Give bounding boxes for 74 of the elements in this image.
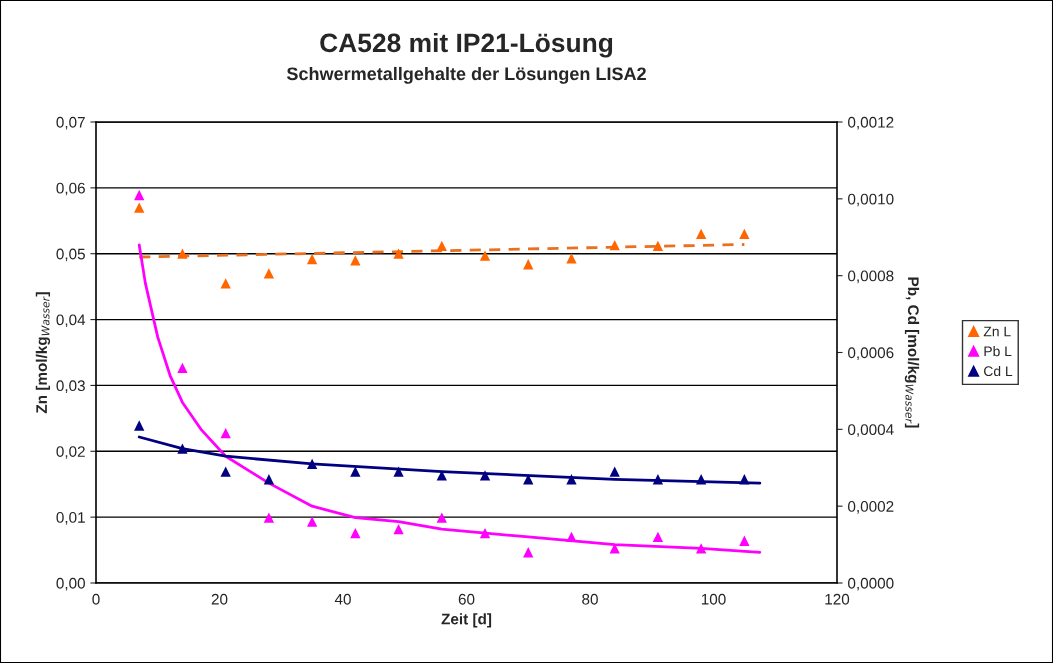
point (696, 474, 707, 485)
point (609, 240, 620, 251)
point (436, 470, 447, 481)
y2-axis-title: Pb, Cd [mol/kg$_{Wasser}$] (904, 277, 920, 428)
point (306, 458, 318, 470)
point (739, 228, 750, 240)
point (436, 512, 447, 523)
point (696, 228, 707, 240)
point (652, 240, 664, 251)
chart-title: CA528 mit IP21-Lösung (320, 32, 613, 58)
point (566, 531, 577, 543)
point (479, 470, 491, 481)
point (739, 474, 750, 485)
point (739, 535, 750, 546)
y-tick-label: 0,05 (56, 248, 85, 262)
point (306, 516, 318, 527)
y-tick-label: 0,03 (56, 380, 85, 393)
y-tick-label: 0,02 (56, 446, 85, 459)
x-tick-label: 100 (701, 593, 726, 605)
point (696, 543, 707, 554)
point (134, 202, 145, 213)
point (566, 253, 577, 264)
point (220, 278, 231, 289)
y-tick-label: 0,06 (56, 182, 85, 196)
y2-tick-label: 0,0008 (848, 270, 894, 284)
point (177, 443, 188, 454)
x-tick-label: 120 (825, 593, 850, 605)
point (479, 527, 491, 539)
y-axis-title: Zn [mol/kg$_{Wasser}$] (35, 292, 51, 414)
point (652, 474, 664, 485)
y2-tick-label: 0,0012 (848, 116, 894, 130)
x-axis-title: Zeit [d] (441, 613, 492, 628)
y-tick-label: 0,07 (56, 116, 85, 130)
chart-subtitle: Schwermetallgehalte der Lösungen LISA2 (286, 66, 646, 84)
point (263, 512, 275, 523)
x-tick-label: 80 (582, 593, 598, 605)
point (134, 420, 145, 431)
point (652, 531, 664, 543)
point (263, 474, 275, 485)
point (393, 466, 404, 477)
point (263, 268, 275, 279)
y2-tick-label: 0,0010 (848, 193, 894, 207)
y2-tick-label: 0,0004 (848, 424, 894, 437)
legend-label: Zn L (983, 326, 1011, 337)
point (134, 189, 145, 201)
point (566, 474, 577, 485)
line-series (137, 435, 762, 485)
x-tick-label: 40 (334, 593, 351, 605)
point (393, 248, 404, 259)
y2-tick-label: 0,0000 (848, 577, 894, 591)
point (609, 543, 620, 554)
x-tick-label: 20 (211, 593, 228, 605)
x-tick-label: 60 (458, 593, 475, 605)
point (306, 253, 318, 265)
y-tick-label: 0,00 (56, 577, 85, 591)
legend-label: Cd L (984, 365, 1013, 377)
y2-tick-label: 0,0006 (848, 347, 894, 360)
point (350, 527, 361, 539)
line-series (137, 243, 762, 554)
point (393, 524, 404, 535)
point (220, 428, 231, 439)
point (609, 466, 620, 477)
point (177, 362, 188, 374)
point (350, 255, 361, 266)
point (350, 466, 361, 477)
point (177, 248, 188, 259)
y-tick-label: 0,04 (56, 314, 86, 328)
x-tick-label: 0 (92, 593, 100, 605)
point (220, 466, 231, 477)
point (436, 240, 447, 251)
point (479, 250, 491, 261)
y2-tick-label: 0,0002 (848, 501, 894, 514)
y-tick-label: 0,01 (56, 512, 85, 525)
legend-label: Pb L (984, 346, 1012, 357)
